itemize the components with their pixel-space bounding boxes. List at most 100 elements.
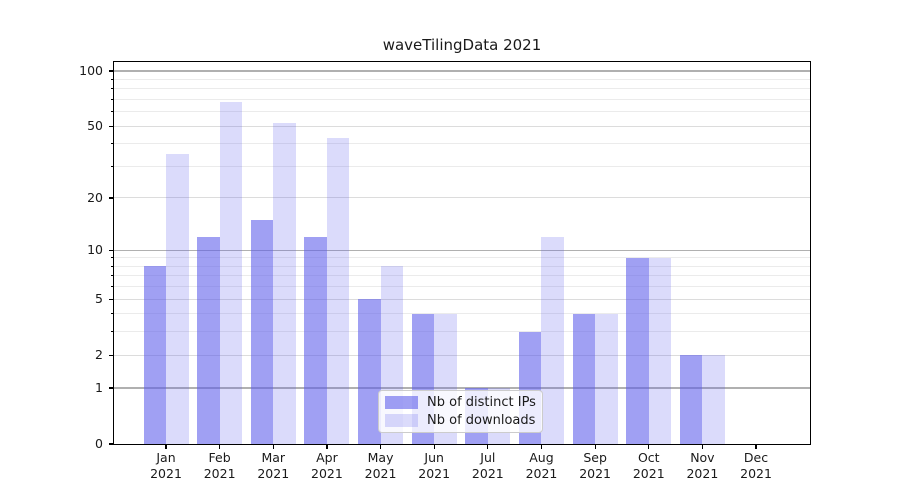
y-tickmark: [108, 354, 114, 356]
x-tick-year: 2021: [203, 465, 236, 481]
x-tick-label: May 2021: [353, 450, 409, 481]
x-tick-label: Feb 2021: [192, 450, 248, 481]
y-tickmark: [108, 387, 114, 389]
y-minor-tickmark: [111, 78, 114, 80]
y-minor-tickmark: [111, 257, 114, 259]
bar-distinct-ips-sep: [572, 313, 596, 444]
x-tick-year: 2021: [632, 465, 665, 481]
x-tick-month: May: [367, 450, 394, 465]
y-tick-label: 5: [95, 291, 103, 307]
x-tick-label: Jan 2021: [138, 450, 194, 481]
minor-gridline: [114, 286, 810, 288]
bar-distinct-ips-mar: [250, 219, 274, 444]
y-minor-tickmark: [111, 143, 114, 145]
minor-gridline: [114, 313, 810, 315]
x-tick-label: Jun 2021: [406, 450, 462, 481]
bar-downloads-nov: [702, 355, 725, 444]
x-tick-year: 2021: [311, 465, 343, 481]
major-gridline: [114, 298, 810, 300]
x-tick-year: 2021: [686, 465, 719, 481]
y-minor-tickmark: [111, 99, 114, 101]
x-tick-month: Dec: [743, 450, 769, 465]
x-tick-month: Oct: [637, 450, 660, 465]
y-tickmark: [108, 197, 114, 199]
minor-gridline: [114, 275, 810, 277]
y-tick-label: 1: [95, 379, 103, 395]
minor-gridline: [114, 257, 810, 259]
minor-gridline: [114, 111, 810, 113]
y-tick-label: 100: [79, 63, 103, 79]
y-tickmark: [108, 70, 114, 72]
y-minor-tickmark: [111, 111, 114, 113]
y-tick-label: 10: [87, 242, 103, 258]
x-tickmark: [433, 444, 435, 449]
legend-swatch-icon: [385, 414, 418, 428]
legend-swatch-icon: [385, 395, 418, 409]
minor-gridline: [114, 166, 810, 167]
y-minor-tickmark: [111, 88, 114, 90]
bar-downloads-jan: [166, 154, 189, 444]
y-minor-tickmark: [111, 313, 114, 315]
x-tick-year: 2021: [471, 465, 504, 481]
x-tick-year: 2021: [257, 465, 290, 481]
minor-gridline: [114, 78, 810, 80]
x-tick-month: Sep: [583, 450, 607, 465]
x-tick-label: Nov 2021: [674, 450, 730, 481]
x-tickmark: [701, 444, 703, 449]
x-tick-month: Aug: [529, 450, 554, 465]
x-tick-year: 2021: [579, 465, 612, 481]
x-tick-label: Sep 2021: [567, 450, 623, 481]
x-tick-label: Oct 2021: [621, 450, 677, 481]
y-tickmark: [108, 125, 114, 127]
x-tickmark: [648, 444, 650, 449]
bar-distinct-ips-nov: [679, 355, 703, 444]
x-tick-year: 2021: [740, 465, 772, 481]
y-tick-label: 20: [87, 189, 103, 205]
y-minor-tickmark: [111, 286, 114, 288]
x-tick-month: Jun: [424, 450, 444, 465]
x-tickmark: [755, 444, 757, 449]
bar-downloads-apr: [326, 138, 350, 444]
bar-downloads-feb: [219, 101, 243, 444]
x-tick-month: Feb: [208, 450, 231, 465]
bar-downloads-sep: [595, 313, 618, 444]
x-tick-year: 2021: [418, 465, 451, 481]
bar-distinct-ips-may: [358, 299, 381, 444]
bar-distinct-ips-feb: [197, 236, 220, 444]
x-tick-label: Mar 2021: [245, 450, 301, 481]
legend-label: Nb of distinct IPs: [427, 394, 536, 410]
x-tick-label: Dec 2021: [728, 450, 784, 481]
bar-downloads-aug: [541, 236, 564, 444]
x-tick-month: Jul: [480, 450, 496, 465]
x-tickmark: [379, 444, 382, 449]
major-gridline: [114, 249, 810, 251]
minor-gridline: [114, 99, 810, 101]
chart-title: waveTilingData 2021: [382, 36, 542, 54]
x-tickmark: [219, 444, 221, 449]
x-tickmark: [326, 444, 328, 449]
y-tickmark: [108, 249, 114, 251]
x-tickmark: [487, 444, 489, 449]
major-gridline: [114, 354, 810, 356]
x-tick-month: Mar: [261, 450, 286, 465]
x-tick-year: 2021: [525, 465, 558, 481]
x-tick-month: Apr: [316, 450, 338, 465]
y-tick-label: 2: [95, 347, 103, 363]
y-tickmark: [108, 298, 114, 300]
y-minor-tickmark: [111, 275, 114, 277]
legend: Nb of distinct IPs Nb of downloads: [378, 390, 543, 433]
x-tick-label: Apr 2021: [299, 450, 355, 481]
x-tick-label: Jul 2021: [460, 450, 516, 481]
major-gridline: [114, 197, 810, 199]
major-gridline: [114, 70, 810, 72]
bar-distinct-ips-oct: [626, 257, 649, 444]
bar-distinct-ips-apr: [304, 236, 327, 444]
minor-gridline: [114, 331, 810, 333]
bar-downloads-oct: [648, 257, 672, 444]
bar-distinct-ips-jan: [143, 266, 166, 444]
x-tickmark: [272, 444, 274, 449]
x-tick-month: Nov: [690, 450, 715, 465]
legend-entry: Nb of distinct IPs: [385, 395, 542, 410]
y-minor-tickmark: [111, 331, 114, 333]
